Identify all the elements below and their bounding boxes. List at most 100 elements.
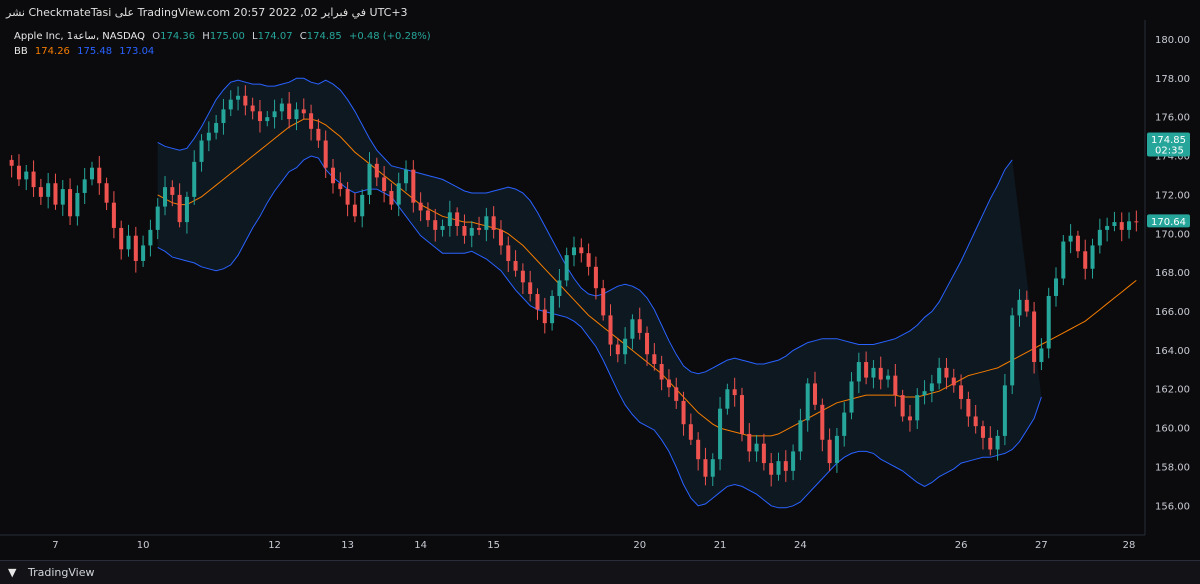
- candle-body: [834, 435, 839, 464]
- x-tick-label: 26: [955, 540, 968, 551]
- candle-body: [104, 183, 109, 203]
- y-tick-label: 156.00: [1155, 501, 1190, 512]
- candle-body: [177, 194, 182, 223]
- candle-body: [681, 400, 686, 425]
- candle-body: [24, 171, 29, 180]
- x-tick-label: 14: [414, 540, 427, 551]
- y-tick-label: 176.00: [1155, 113, 1190, 124]
- candle-body: [404, 169, 409, 184]
- close-label: C: [299, 31, 307, 42]
- x-tick-label: 28: [1123, 540, 1136, 551]
- candle-body: [1002, 385, 1007, 436]
- candle-body: [739, 395, 744, 434]
- candle-body: [1032, 311, 1037, 363]
- candlestick-chart[interactable]: 156.00 158.00 160.00 162.00 164.00 166.00 168.…: [0, 0, 1200, 560]
- y-tick-label: 162.00: [1155, 385, 1190, 396]
- candle-body: [820, 404, 825, 440]
- candle-body: [89, 167, 94, 180]
- candle-body: [608, 315, 613, 345]
- candle-body: [411, 169, 416, 203]
- candle-body: [769, 463, 774, 475]
- candle-body: [433, 220, 438, 230]
- y-tick-label: 174.00: [1155, 152, 1190, 163]
- candle-body: [951, 377, 956, 386]
- candle-body: [155, 206, 160, 230]
- candle-body: [1046, 295, 1051, 349]
- bb-upper-value: 175.48: [77, 46, 113, 57]
- candle-body: [725, 389, 730, 409]
- candle-body: [980, 426, 985, 438]
- y-tick-label: 166.00: [1155, 307, 1190, 318]
- bb-label[interactable]: BB: [14, 46, 28, 57]
- bb-legend-row: BB 174.26 175.48 173.04: [14, 44, 431, 59]
- candle-body: [637, 319, 642, 333]
- brand-name[interactable]: TradingView: [28, 566, 95, 579]
- candle-body: [425, 210, 430, 221]
- candle-body: [864, 362, 869, 378]
- candle-body: [652, 354, 657, 364]
- candle-body: [374, 163, 379, 178]
- candle-body: [761, 443, 766, 464]
- candle-body: [886, 375, 891, 380]
- candle-body: [1097, 229, 1102, 246]
- y-axis-ticks: 156.00 158.00 160.00 162.00 164.00 166.00 168.…: [1155, 35, 1190, 512]
- candle-body: [184, 196, 189, 223]
- candle-body: [659, 363, 664, 380]
- candle-body: [330, 167, 336, 184]
- candle-body: [710, 459, 715, 477]
- candle-body: [1054, 278, 1059, 296]
- x-axis-ticks: 7101213141520212426272829: [52, 540, 1136, 551]
- candle-body: [97, 167, 102, 184]
- candle-body: [542, 309, 547, 324]
- candle-body: [1017, 299, 1022, 316]
- candle-body: [16, 165, 21, 180]
- candle-body: [221, 109, 226, 123]
- candle-body: [812, 383, 818, 405]
- candle-body: [856, 362, 861, 382]
- candle-body: [257, 111, 262, 122]
- candle-body: [462, 226, 467, 236]
- candle-body: [148, 229, 153, 246]
- candle-body: [345, 189, 350, 205]
- candle-body: [871, 367, 876, 378]
- candle-body: [38, 187, 43, 197]
- candle-body: [747, 433, 752, 452]
- candle-body: [783, 461, 788, 471]
- candle-body: [798, 420, 803, 452]
- candle-body: [46, 183, 51, 197]
- candle-body: [900, 395, 905, 417]
- bb-lower-line: [157, 155, 1042, 509]
- candle-body: [564, 255, 569, 281]
- price-tag-countdown: 02:35: [1155, 146, 1184, 157]
- candles: [9, 85, 1139, 487]
- price-axis[interactable]: [1145, 20, 1200, 535]
- candle-body: [272, 111, 277, 118]
- open-label: O: [152, 31, 161, 42]
- publisher-line: نشر CheckmateTasi على TradingView.com 20…: [6, 6, 408, 19]
- candle-body: [111, 202, 116, 228]
- symbol-name[interactable]: Apple Inc, ساعة1, NASDAQ: [14, 31, 146, 42]
- candle-body: [805, 383, 810, 421]
- candle-body: [995, 435, 1000, 450]
- price-tag-label: 170.64: [1151, 217, 1186, 228]
- candle-body: [666, 379, 671, 388]
- candle-body: [82, 179, 87, 193]
- tradingview-logo-icon[interactable]: ▼: [8, 566, 17, 579]
- candle-body: [601, 288, 606, 316]
- candle-body: [688, 424, 693, 440]
- candle-body: [973, 416, 978, 427]
- x-tick-label: 20: [633, 540, 646, 551]
- candle-body: [988, 437, 993, 450]
- chart-legend: Apple Inc, ساعة1, NASDAQ O174.36 H175.00…: [14, 29, 431, 59]
- candle-body: [243, 95, 248, 106]
- y-tick-label: 178.00: [1155, 74, 1190, 85]
- candle-body: [630, 319, 635, 339]
- candle-body: [528, 282, 533, 295]
- close-value: 174.85: [306, 31, 342, 42]
- candle-body: [309, 113, 314, 129]
- candle-body: [206, 132, 211, 141]
- candle-body: [338, 183, 343, 190]
- y-tick-label: 170.00: [1155, 229, 1190, 240]
- x-tick-label: 10: [137, 540, 150, 551]
- candle-body: [236, 95, 241, 100]
